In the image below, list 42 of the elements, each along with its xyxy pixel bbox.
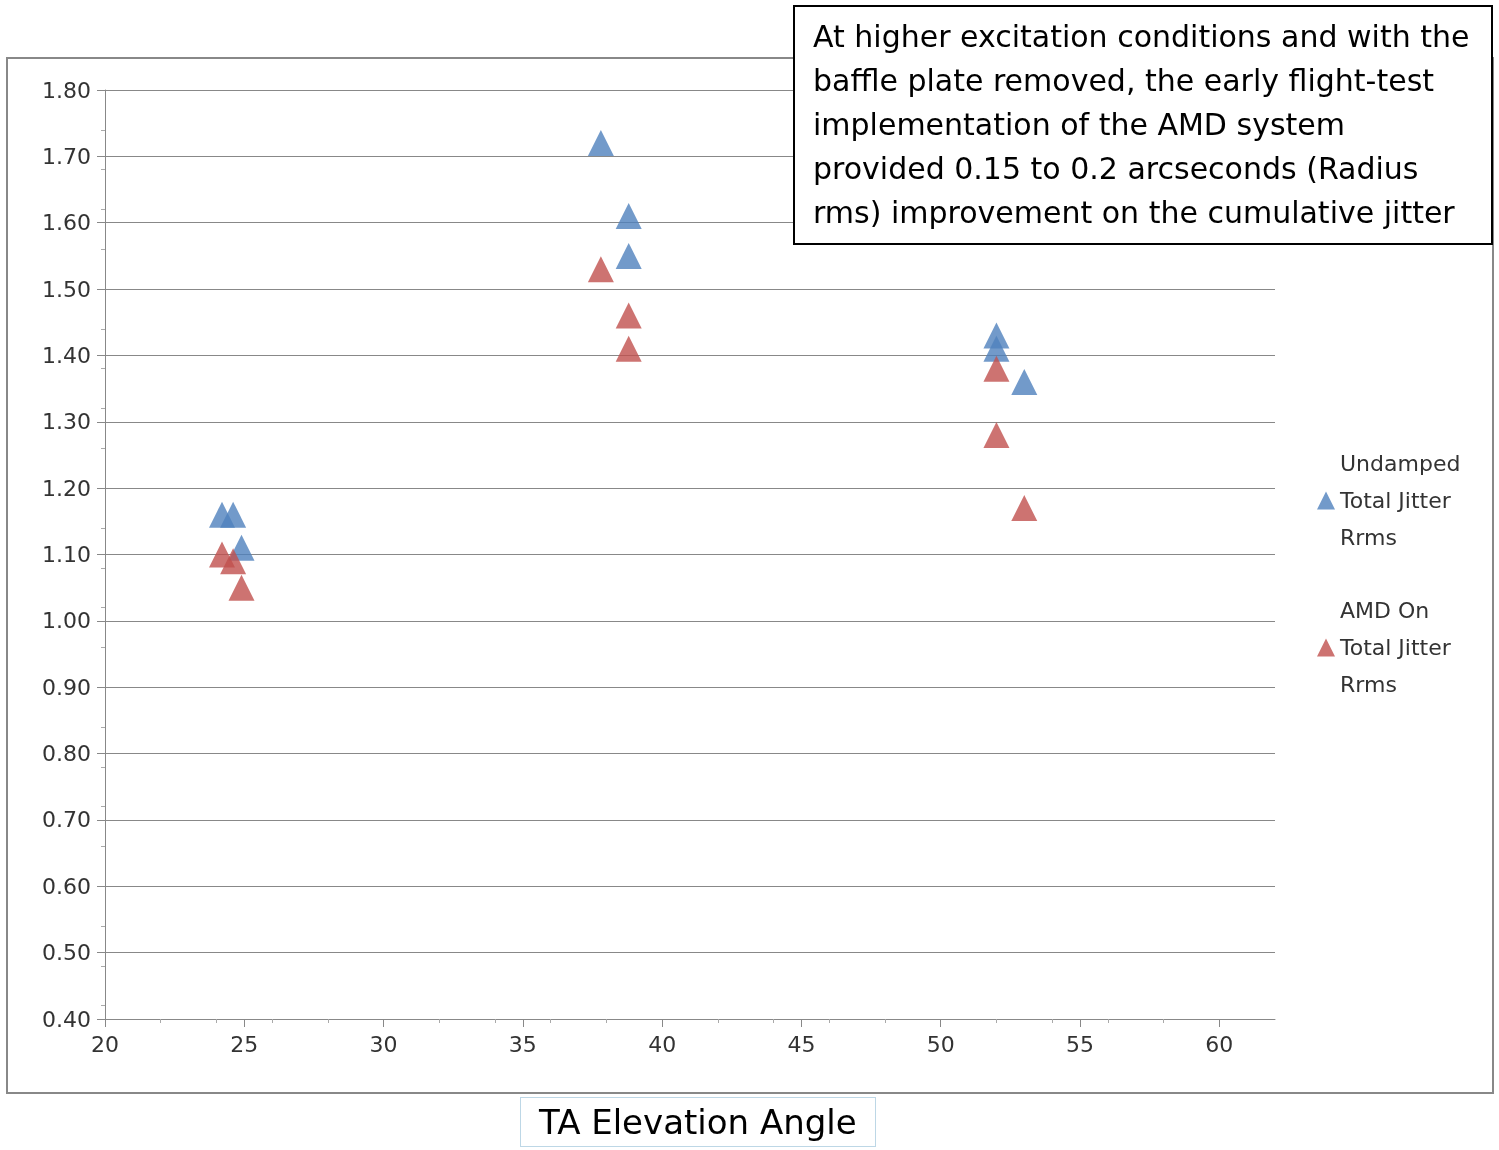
point	[983, 355, 1010, 382]
y-tick-label: 0.40	[42, 1006, 91, 1032]
legend-label: Undamped Total Jitter Rrms	[1339, 451, 1468, 550]
point	[587, 256, 614, 283]
y-tick-label: 0.80	[42, 741, 91, 767]
x-tick-label: 55	[1066, 1031, 1094, 1057]
annotation: At higher excitation conditions and with the baffle plate removed, the early flight-test implementation of the AMD system provided 0.15 to 0.2 arcseconds (Radius rms) improvement on the cumulative jitter	[793, 5, 1493, 245]
x-tick-label: 35	[508, 1031, 537, 1057]
x-axis-title: TA Elevation Angle	[520, 1097, 876, 1147]
y-tick-label: 1.50	[42, 276, 91, 302]
point	[1011, 495, 1038, 522]
y-tick-label: 1.30	[42, 409, 91, 435]
y-tick-label: 0.50	[42, 940, 91, 966]
x-tick-label: 60	[1205, 1031, 1234, 1057]
y-tick-label: 1.20	[42, 475, 91, 501]
point	[587, 130, 614, 157]
point	[983, 335, 1010, 362]
y-tick-label: 1.40	[42, 342, 91, 368]
legend-label: AMD On Total Jitter Rrms	[1339, 598, 1458, 697]
point	[615, 335, 642, 362]
y-tick-label: 1.80	[42, 77, 91, 103]
point	[615, 302, 642, 329]
x-tick-label: 20	[91, 1031, 119, 1057]
x-tick-label: 25	[230, 1031, 259, 1057]
x-tick-label: 45	[787, 1031, 816, 1057]
y-tick-label: 0.70	[42, 807, 91, 833]
point	[615, 203, 642, 230]
x-tick-label: 40	[648, 1031, 677, 1057]
x-tick-label: 50	[926, 1031, 955, 1057]
point	[983, 422, 1010, 449]
point	[615, 242, 642, 269]
point	[1011, 368, 1038, 395]
y-tick-label: 1.10	[42, 542, 91, 567]
y-tick-label: 1.00	[42, 608, 91, 634]
point	[228, 574, 255, 601]
x-tick-label: 30	[369, 1031, 398, 1057]
y-tick-label: 0.60	[42, 873, 91, 899]
y-tick-label: 1.60	[42, 210, 91, 236]
y-tick-label: 0.90	[42, 674, 91, 700]
point	[220, 501, 247, 528]
y-tick-label: 1.70	[42, 143, 91, 169]
point	[220, 548, 247, 575]
